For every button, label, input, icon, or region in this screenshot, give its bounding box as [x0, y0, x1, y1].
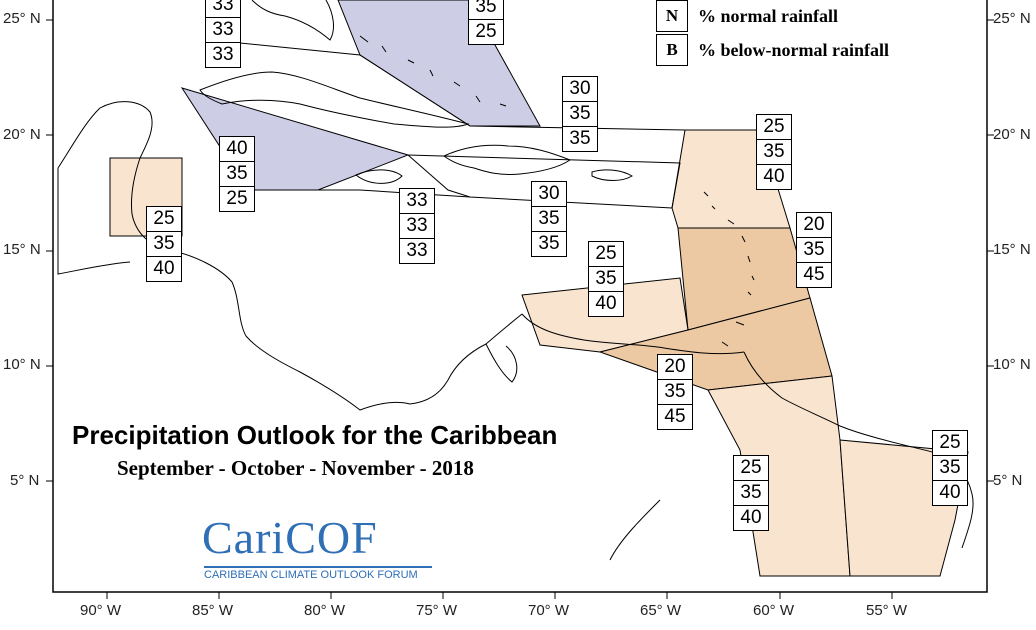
forecast-box-hispaniola-puerto-rico: 30 35 35	[531, 181, 567, 257]
forecast-above: 20	[658, 355, 692, 380]
forecast-below: 40	[939, 482, 961, 503]
lat-label-5n-left: 5° N	[10, 472, 40, 489]
legend-key-normal: N	[656, 0, 688, 32]
legend-text-normal: % normal rainfall	[698, 5, 838, 26]
forecast-above: 25	[589, 242, 623, 267]
lat-label-20n-right: 20° N	[993, 126, 1031, 143]
forecast-box-belize: 25 35 40	[146, 206, 182, 282]
forecast-normal: 35	[589, 267, 623, 292]
lon-label-60w: 60° W	[753, 602, 795, 619]
forecast-below: 35	[538, 233, 560, 254]
caricof-logo-tagline: CARIBBEAN CLIMATE OUTLOOK FORUM	[204, 569, 418, 581]
forecast-above: 25	[933, 431, 967, 456]
lat-label-25n-right: 25° N	[993, 10, 1031, 27]
forecast-box-northern-bahamas: 33 33 33	[205, 0, 241, 68]
lon-label-70w: 70° W	[528, 602, 570, 619]
lon-label-80w: 80° W	[304, 602, 346, 619]
lat-label-15n-left: 15° N	[3, 241, 41, 258]
forecast-below: 40	[153, 258, 175, 279]
map-frame	[52, 0, 988, 593]
zone-southern-bahamas	[337, 0, 541, 127]
caricof-logo: CariCOF CARIBBEAN CLIMATE OUTLOOK FORUM	[202, 512, 434, 581]
lat-label-10n-right: 10° N	[993, 356, 1031, 373]
zone-guyana	[707, 375, 851, 577]
forecast-box-windward-islands: 20 35 45	[796, 212, 832, 288]
forecast-normal: 35	[734, 481, 768, 506]
forecast-above: 25	[147, 207, 181, 232]
forecast-below: 35	[569, 128, 591, 149]
forecast-normal: 33	[206, 18, 240, 43]
forecast-normal: 35	[220, 162, 254, 187]
forecast-above: 40	[220, 137, 254, 162]
lat-label-15n-right: 15° N	[993, 241, 1031, 258]
lon-label-90w: 90° W	[80, 602, 122, 619]
lat-label-25n-left: 25° N	[3, 10, 41, 27]
legend-normal: N % normal rainfall	[656, 0, 838, 32]
forecast-normal: 35	[933, 456, 967, 481]
forecast-box-southern-bahamas: 35 25	[468, 0, 504, 45]
forecast-above: 30	[563, 77, 597, 102]
lon-label-75w: 75° W	[416, 602, 458, 619]
forecast-box-trinidad-tobago: 20 35 45	[657, 354, 693, 430]
forecast-normal: 35	[797, 238, 831, 263]
forecast-above: 30	[532, 182, 566, 207]
forecast-normal: 33	[400, 214, 434, 239]
forecast-box-turks-caicos: 30 35 35	[562, 76, 598, 152]
axis-ticks	[46, 19, 994, 599]
forecast-above: 33	[206, 0, 240, 18]
forecast-below: 25	[226, 188, 248, 209]
forecast-below: 40	[740, 507, 762, 528]
forecast-below: 33	[212, 44, 234, 65]
forecast-normal: 35	[563, 102, 597, 127]
forecast-box-leeward-islands: 25 35 40	[756, 114, 792, 190]
forecast-box-suriname-french-guiana: 25 35 40	[932, 430, 968, 506]
lat-label-20n-left: 20° N	[3, 126, 41, 143]
forecast-above: 33	[400, 189, 434, 214]
forecast-below: 45	[664, 406, 686, 427]
forecast-below: 45	[803, 264, 825, 285]
map-title: Precipitation Outlook for the Caribbean	[72, 420, 558, 450]
forecast-normal: 35	[147, 232, 181, 257]
caricof-logo-word: CariCOF	[202, 512, 378, 563]
lon-label-85w: 85° W	[192, 602, 234, 619]
zone-boundaries	[209, 39, 686, 209]
legend-text-below-normal: % below-normal rainfall	[698, 39, 889, 60]
legend-below-normal: B % below-normal rainfall	[656, 34, 889, 66]
lon-label-65w: 65° W	[640, 602, 682, 619]
caricof-logo-rule	[204, 566, 432, 568]
forecast-box-jamaica-haiti: 33 33 33	[399, 188, 435, 264]
forecast-normal: 35	[532, 207, 566, 232]
lat-label-5n-right: 5° N	[993, 472, 1023, 489]
forecast-normal: 35	[658, 380, 692, 405]
forecast-above: 20	[797, 213, 831, 238]
legend-key-below-normal: B	[656, 34, 688, 66]
lon-label-55w: 55° W	[866, 602, 908, 619]
forecast-box-abc-islands: 25 35 40	[588, 241, 624, 317]
forecast-below: 33	[406, 240, 428, 261]
map-subtitle: September - October - November - 2018	[117, 456, 474, 480]
forecast-below: 40	[595, 293, 617, 314]
forecast-box-cayman-western-cuba: 40 35 25	[219, 136, 255, 212]
lat-label-10n-left: 10° N	[3, 356, 41, 373]
forecast-above: 25	[734, 456, 768, 481]
forecast-normal: 35	[757, 140, 791, 165]
forecast-below: 40	[763, 166, 785, 187]
forecast-normal: 35	[469, 0, 503, 20]
coastlines	[57, 0, 974, 561]
forecast-above: 25	[757, 115, 791, 140]
forecast-box-guyana: 25 35 40	[733, 455, 769, 531]
forecast-below: 25	[475, 21, 497, 42]
